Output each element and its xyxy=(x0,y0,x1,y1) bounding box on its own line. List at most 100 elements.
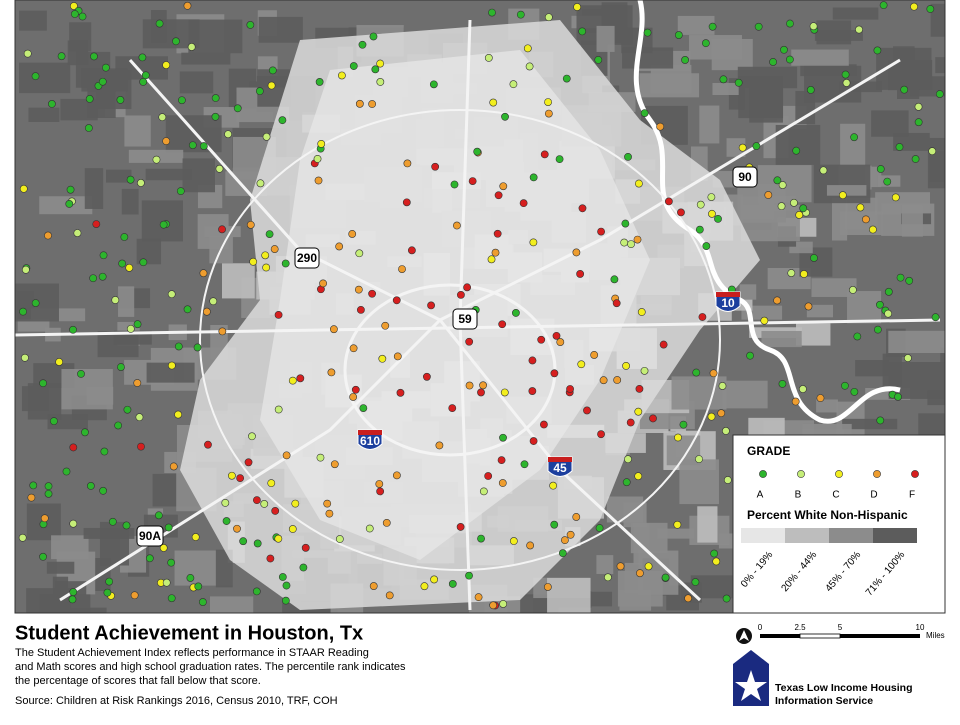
school-dot xyxy=(895,143,904,151)
school-dot xyxy=(488,8,496,17)
school-dot xyxy=(479,487,488,496)
school-dot xyxy=(108,517,117,526)
school-dot xyxy=(317,139,326,148)
school-dot xyxy=(313,154,322,163)
school-dot xyxy=(138,53,147,62)
school-dot xyxy=(282,451,291,460)
school-dot xyxy=(382,518,391,527)
school-dot xyxy=(133,379,142,387)
school-dot xyxy=(260,500,269,508)
school-dot xyxy=(873,325,882,334)
school-dot xyxy=(465,571,473,580)
school-dot xyxy=(558,549,567,558)
school-dot xyxy=(583,406,591,415)
school-dot xyxy=(679,420,688,429)
school-dot xyxy=(316,453,325,462)
school-dot xyxy=(368,289,377,298)
school-dot xyxy=(562,74,571,83)
school-dot xyxy=(855,25,863,34)
school-dot xyxy=(314,176,323,185)
tract xyxy=(27,383,62,420)
school-dot xyxy=(261,251,270,260)
tract xyxy=(182,158,216,193)
school-dot xyxy=(381,321,390,330)
tract xyxy=(596,555,614,574)
school-dot xyxy=(359,404,368,412)
org-name: Information Service xyxy=(775,695,873,707)
school-dot xyxy=(477,388,485,397)
school-dot xyxy=(233,524,241,533)
school-dot xyxy=(98,77,107,86)
school-dot xyxy=(624,455,632,464)
school-dot xyxy=(537,335,546,344)
school-dot xyxy=(50,417,58,426)
school-dot xyxy=(73,229,82,237)
school-dot xyxy=(177,96,186,105)
school-dot xyxy=(253,539,262,548)
school-dot xyxy=(543,583,552,591)
us-shield xyxy=(136,525,164,547)
school-dot xyxy=(133,320,142,329)
school-dot xyxy=(103,588,112,597)
school-dot xyxy=(752,142,761,150)
school-dot xyxy=(68,595,77,604)
school-dot xyxy=(118,259,127,268)
school-dot xyxy=(816,394,825,403)
tract xyxy=(69,22,92,52)
school-dot xyxy=(572,248,581,257)
school-dot xyxy=(590,351,599,359)
school-dot xyxy=(914,118,923,127)
school-dot xyxy=(540,150,549,159)
legend-swatch xyxy=(873,528,917,543)
school-dot xyxy=(702,242,711,250)
school-dot xyxy=(48,100,56,108)
school-dot xyxy=(19,307,27,316)
school-dot xyxy=(274,534,283,543)
school-dot xyxy=(698,313,707,321)
shield-label: 290 xyxy=(297,251,317,265)
school-dot xyxy=(154,511,163,520)
school-dot xyxy=(126,175,135,184)
school-dot xyxy=(777,202,786,211)
school-dot xyxy=(291,499,300,508)
school-dot xyxy=(265,230,274,238)
scale-bar: 0 2.5 5 10 Miles xyxy=(758,623,945,640)
tract xyxy=(51,535,89,560)
school-dot xyxy=(597,227,605,236)
school-dot xyxy=(738,143,747,152)
school-dot xyxy=(117,363,125,371)
school-dot xyxy=(256,179,265,188)
school-dot xyxy=(162,137,171,146)
school-dot xyxy=(463,283,472,292)
school-dot xyxy=(453,221,461,230)
school-dot xyxy=(227,471,236,480)
school-dot xyxy=(327,368,336,377)
school-dot xyxy=(78,12,87,21)
school-dot xyxy=(695,225,704,234)
school-dot xyxy=(640,109,649,118)
school-dot xyxy=(385,591,394,600)
school-dot xyxy=(656,122,665,131)
school-dot xyxy=(159,544,168,552)
school-dot xyxy=(188,141,197,150)
school-dot xyxy=(271,507,280,515)
school-dot xyxy=(764,191,773,199)
school-dot xyxy=(661,573,670,582)
school-dot xyxy=(282,581,291,590)
school-dot xyxy=(376,59,385,68)
legend-dot xyxy=(835,470,843,478)
school-dot xyxy=(903,354,912,362)
school-dot xyxy=(643,28,652,37)
school-dot xyxy=(403,159,412,168)
shield-label: 610 xyxy=(360,434,380,448)
school-dot xyxy=(838,191,847,200)
school-dot xyxy=(884,309,893,318)
scale-label: 2.5 xyxy=(794,623,806,632)
school-dot xyxy=(248,432,256,441)
school-dot xyxy=(717,409,726,418)
school-dot xyxy=(136,179,145,187)
school-dot xyxy=(723,476,732,484)
school-dot xyxy=(474,593,483,602)
school-dot xyxy=(125,263,134,272)
school-dot xyxy=(392,296,401,305)
